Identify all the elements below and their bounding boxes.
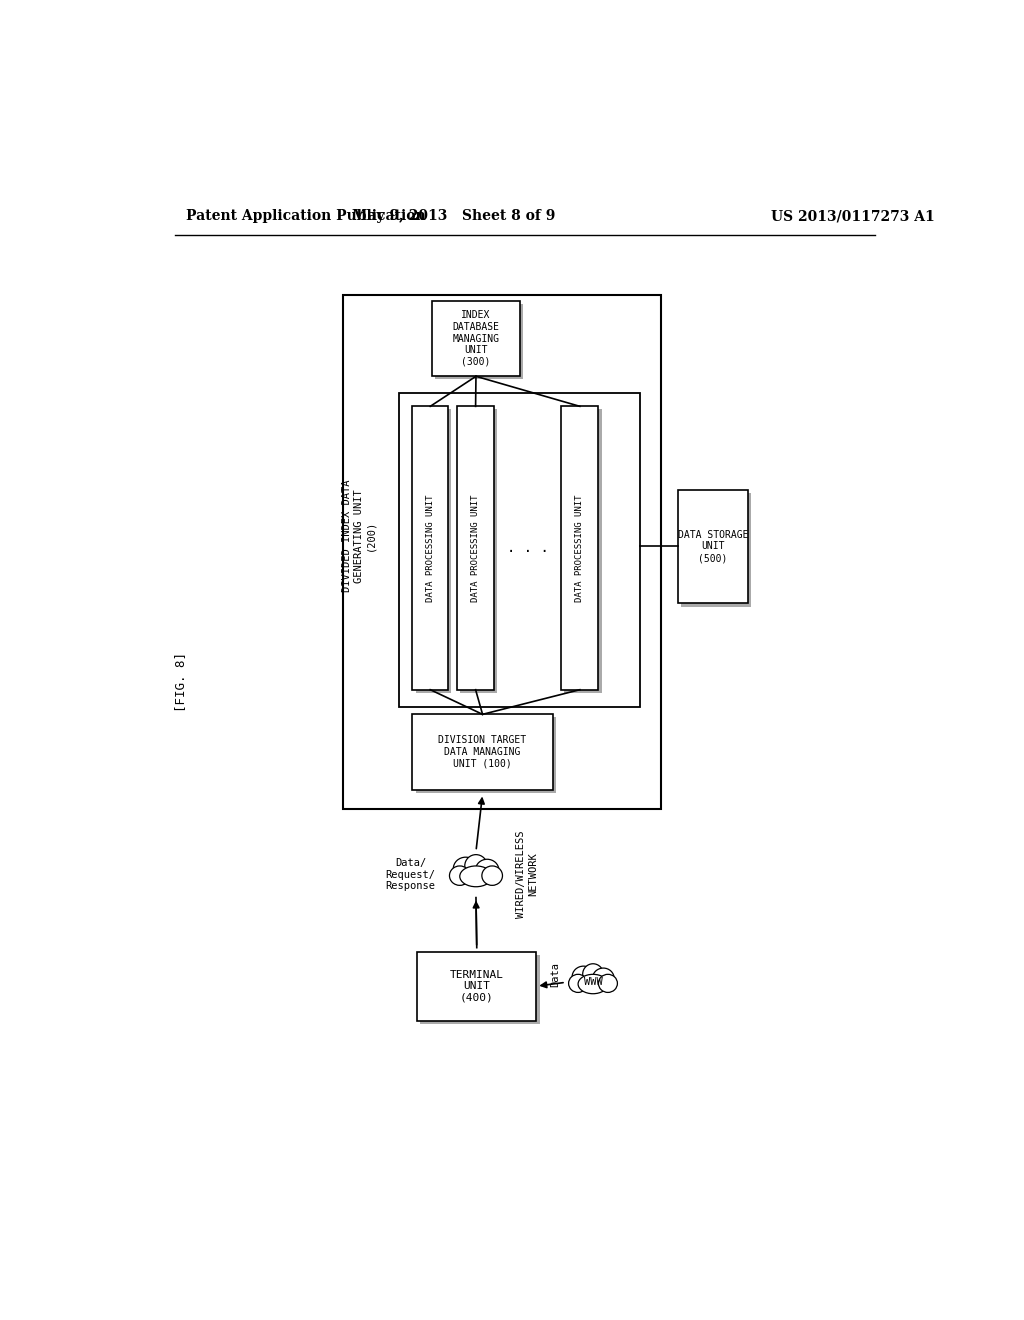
Ellipse shape: [598, 974, 617, 993]
Ellipse shape: [454, 857, 478, 880]
Bar: [413, 407, 449, 689]
Bar: [416, 409, 452, 693]
Ellipse shape: [568, 974, 588, 993]
Ellipse shape: [450, 866, 470, 886]
Bar: [561, 407, 598, 689]
Text: DATA PROCESSING UNIT: DATA PROCESSING UNIT: [575, 494, 585, 602]
Bar: [343, 296, 662, 809]
Bar: [461, 409, 497, 693]
Ellipse shape: [572, 966, 595, 987]
Text: WWW: WWW: [584, 977, 602, 987]
Ellipse shape: [579, 974, 608, 994]
Text: Data: Data: [550, 962, 560, 987]
Ellipse shape: [482, 866, 503, 886]
Text: WIRED/WIRELESS
NETWORK: WIRED/WIRELESS NETWORK: [516, 830, 538, 919]
Text: TERMINAL
UNIT
(400): TERMINAL UNIT (400): [450, 970, 504, 1003]
Text: Data/
Request/
Response: Data/ Request/ Response: [386, 858, 435, 891]
Bar: [458, 407, 494, 689]
Text: [FIG. 8]: [FIG. 8]: [174, 652, 187, 711]
Ellipse shape: [583, 964, 603, 985]
Bar: [678, 490, 748, 603]
Ellipse shape: [465, 854, 487, 876]
Bar: [420, 954, 540, 1024]
Bar: [435, 304, 523, 379]
Ellipse shape: [475, 859, 499, 882]
Text: US 2013/0117273 A1: US 2013/0117273 A1: [771, 209, 935, 223]
Text: DIVIDED INDEX DATA
GENERATING UNIT
(200): DIVIDED INDEX DATA GENERATING UNIT (200): [342, 479, 376, 591]
Text: DATA PROCESSING UNIT: DATA PROCESSING UNIT: [426, 494, 435, 602]
Bar: [399, 393, 640, 706]
Ellipse shape: [460, 866, 493, 887]
Text: DATA STORAGE
UNIT
(500): DATA STORAGE UNIT (500): [678, 529, 749, 564]
Bar: [564, 409, 601, 693]
Text: DIVISION TARGET
DATA MANAGING
UNIT (100): DIVISION TARGET DATA MANAGING UNIT (100): [438, 735, 526, 768]
Text: May 9, 2013   Sheet 8 of 9: May 9, 2013 Sheet 8 of 9: [352, 209, 555, 223]
Ellipse shape: [593, 968, 614, 989]
Text: DATA PROCESSING UNIT: DATA PROCESSING UNIT: [471, 494, 480, 602]
Text: Patent Application Publication: Patent Application Publication: [186, 209, 426, 223]
Bar: [432, 301, 520, 376]
Bar: [416, 718, 556, 793]
Bar: [681, 492, 751, 607]
Text: . . .: . . .: [507, 541, 549, 554]
Text: INDEX
DATABASE
MANAGING
UNIT
(300): INDEX DATABASE MANAGING UNIT (300): [453, 310, 500, 367]
Bar: [413, 714, 553, 789]
Bar: [417, 952, 537, 1020]
